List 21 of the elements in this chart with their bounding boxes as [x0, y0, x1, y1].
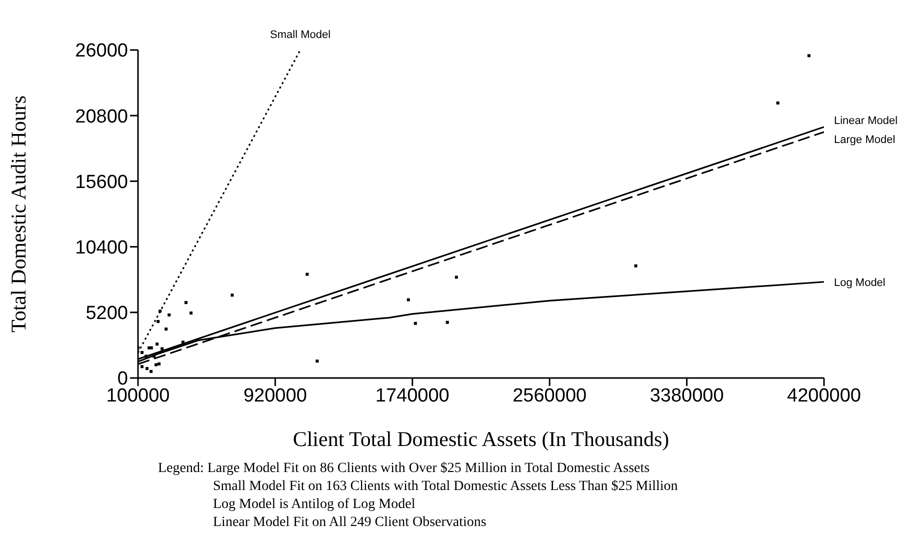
series-label: Linear Model [834, 114, 898, 127]
x-tick-label: 1740000 [375, 385, 450, 406]
x-tick-label: 100000 [106, 385, 170, 406]
text: Small Model Fit on 163 Clients with Total Domestic Assets Less Than $25 Million [212, 478, 679, 496]
text: Linear Model Fit on All 249 Client Observations [212, 514, 488, 532]
text: Log Model is Antilog of Log Model [212, 496, 416, 514]
y-tick-label: 5200 [86, 303, 128, 324]
y-tick-label: 26000 [75, 40, 128, 62]
y-axis-title: Total Domestic Audit Hours [6, 95, 30, 333]
x-tick-label: 2560000 [512, 385, 587, 406]
series-label: Small Model [270, 29, 331, 41]
x-tick-label: 3380000 [650, 385, 724, 406]
y-tick-label: 20800 [75, 106, 128, 128]
x-tick-label: 4200000 [787, 385, 861, 406]
series-label: Large Model [834, 134, 896, 146]
x-axis-title: Client Total Domestic Assets (In Thousands) [292, 427, 670, 451]
x-tick-label: 920000 [243, 385, 307, 406]
text: Legend: Large Model Fit on 86 Clients with Over $25 Million in Total Domestic Assets [158, 460, 651, 478]
y-tick-label: 15600 [75, 172, 128, 193]
series-label: Log Model [834, 276, 886, 289]
y-tick-label: 10400 [75, 238, 128, 259]
